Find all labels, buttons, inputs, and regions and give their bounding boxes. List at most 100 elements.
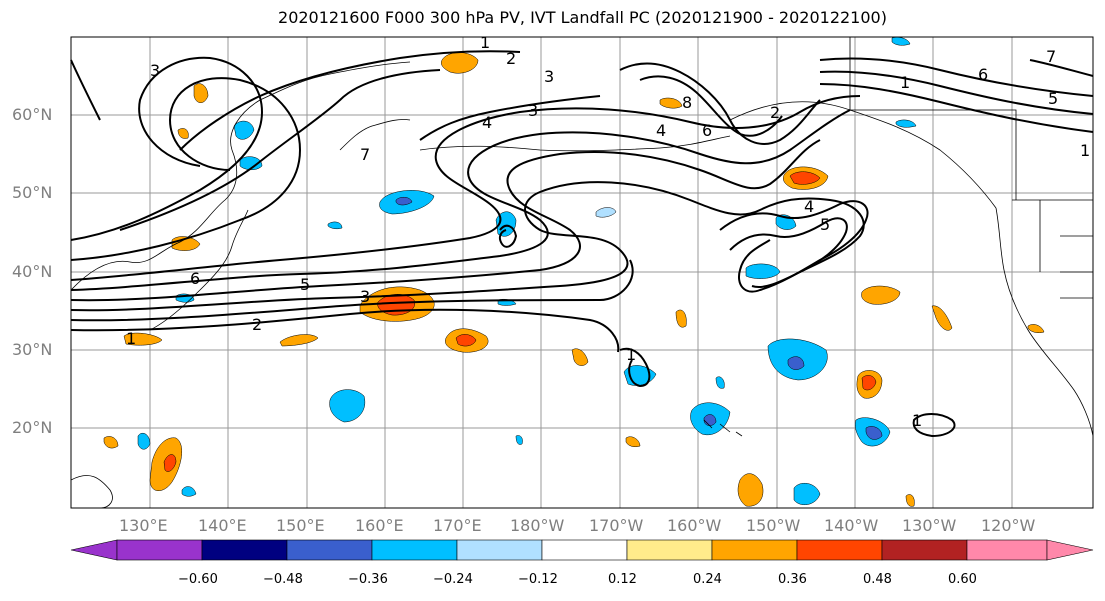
colorbar [70,539,1094,561]
colorbar-segment [116,539,203,561]
positive-anomaly [905,494,915,507]
lon-label: 160°E [355,516,404,535]
contour-label: 3 [544,67,554,86]
negative-anomaly [793,482,821,506]
contour-label: 1 [912,411,922,430]
lat-label: 30°N [12,340,53,359]
positive-anomaly [659,97,683,109]
lat-label: 40°N [12,262,53,281]
aleutian-islands [419,135,731,152]
negative-anomaly [595,207,617,218]
lon-label: 140°W [824,516,879,535]
contour-label: 3 [150,61,160,80]
contour-label: 4 [482,113,492,132]
contour-label: 5 [1048,89,1058,108]
contour-label: 1 [480,33,490,52]
lon-label: 130°W [902,516,957,535]
contour-labels: 1 2 3 4 5 6 7 8 1 2 3 4 5 6 7 3 1 2 3 4 … [126,33,1090,430]
negative-anomaly [395,197,413,206]
colorbar-segment [456,539,543,561]
colorbar-segment [541,539,628,561]
colorbar-segment [796,539,883,561]
colorbar-tick-label: 0.24 [693,572,722,587]
negative-anomaly [715,376,725,389]
contour-label: 4 [656,121,666,140]
colorbar-tick-label: −0.60 [178,572,218,587]
contour-label: 6 [978,65,988,84]
lat-label: 60°N [12,105,53,124]
contour-label: 2 [252,315,262,334]
negative-anomaly [181,486,197,497]
contour-label: 6 [190,269,200,288]
contour-label: 1 [900,73,910,92]
contour-label: 7 [1046,47,1056,66]
colorbar-segment [286,539,373,561]
negative-anomaly [137,433,151,450]
positive-anomaly [861,375,877,391]
contour-label: 2 [770,103,780,122]
positive-anomaly [571,348,589,366]
positive-anomaly [455,334,477,347]
coastlines [70,37,1094,509]
contour-label: 6 [702,121,712,140]
negative-anomaly [895,119,917,128]
hawaii-islands [703,419,743,437]
colorbar-segment [966,539,1048,561]
colorbar-tick-label: 0.48 [863,572,892,587]
contour-label: 3 [360,287,370,306]
contour-label: 3 [528,101,538,120]
colorbar-tick-label: 0.12 [608,572,637,587]
positive-anomaly [177,128,189,139]
positive-anomaly [123,332,163,346]
lon-label: 150°E [276,516,325,535]
colorbar-segment [201,539,288,561]
colorbar-tick-label: 0.36 [778,572,807,587]
plot-frame [70,36,1094,509]
colorbar-extend-low [70,539,118,561]
lon-label: 170°W [589,516,644,535]
positive-anomaly [861,285,901,305]
contour-label: 7 [360,145,370,164]
kamchatka-coast [339,119,411,151]
lon-label: 120°W [981,516,1036,535]
colorbar-tick-label: −0.12 [518,572,558,587]
contour-label: 1 [626,345,636,364]
negative-anomaly [745,263,781,279]
positive-anomaly [163,454,177,472]
colorbar-tick-label: −0.24 [433,572,473,587]
positive-anomaly [737,473,764,507]
japan-coast [149,209,249,331]
contour-label: 4 [804,197,814,216]
colorbar-extend-high [1046,539,1094,561]
lon-label: 140°E [198,516,247,535]
lat-label: 50°N [12,183,53,202]
contour-label: 2 [506,49,516,68]
philippine-coast [70,475,113,509]
contour-label: 1 [1080,141,1090,160]
negative-anomaly [515,435,523,445]
figure-title: 2020121600 F000 300 hPa PV, IVT Landfall… [278,8,887,27]
positive-anomaly [103,436,119,449]
contour-label: 1 [126,329,136,348]
north-america-west-coast [995,207,1094,437]
positive-anomaly [1027,324,1045,334]
negative-anomaly [329,389,366,423]
contour-label: 5 [300,275,310,294]
positive-anomaly [789,171,821,185]
colorbar-segment [626,539,713,561]
positive-anomaly [931,305,953,331]
lon-label: 170°E [433,516,482,535]
canada-border [849,37,1017,200]
us-state-border [1012,199,1093,299]
asia-coastline [70,61,411,291]
contour-label: 8 [682,93,692,112]
colorbar-tick-label: −0.36 [348,572,388,587]
pv-contours [70,50,1094,438]
colorbar-tick-label: 0.60 [948,572,977,587]
negative-anomaly [239,156,263,170]
lon-label: 160°W [667,516,722,535]
colorbar-tick-label: −0.48 [263,572,303,587]
negative-anomaly [233,120,255,140]
colorbar-segment [371,539,458,561]
